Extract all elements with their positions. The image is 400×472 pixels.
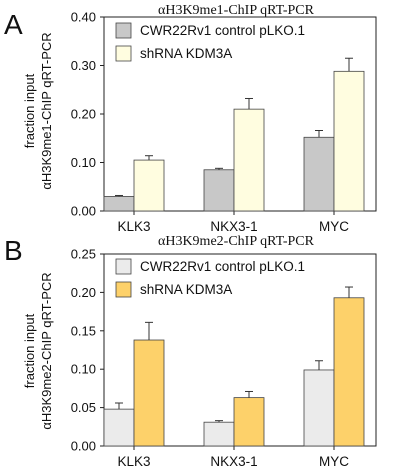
panel-a-ylabel-line2: αH3K9me1-ChIP qRT-PCR bbox=[39, 32, 54, 189]
panel-a-plot: 0.00 0.10 0.20 0.30 0.40 KLK3 NKX3-1 MYC CWR22Rv… bbox=[71, 10, 377, 234]
legend-label: shRNA KDM3A bbox=[140, 46, 232, 61]
y-tick-label: 0.20 bbox=[71, 285, 96, 300]
bar bbox=[203, 421, 235, 447]
bar bbox=[303, 369, 335, 447]
y-tick-label: 0.40 bbox=[71, 10, 96, 25]
x-category-label: KLK3 bbox=[117, 219, 150, 234]
bar bbox=[203, 169, 235, 212]
legend-label: shRNA KDM3A bbox=[140, 282, 232, 297]
panel-a: A αH3K9me1-ChIP qRT-PCR fraction input α… bbox=[4, 3, 377, 234]
y-tick-label: 0.05 bbox=[71, 400, 96, 415]
bar bbox=[233, 397, 265, 447]
panel-b-plot: 0.00 0.05 0.10 0.15 0.20 0.25 KLK3 NKX3-1 MYC CWR… bbox=[71, 247, 377, 469]
y-tick-label: 0.10 bbox=[71, 155, 96, 170]
legend-swatch bbox=[115, 258, 132, 275]
y-tick-label: 0.00 bbox=[71, 204, 96, 219]
panel-b-letter: B bbox=[4, 235, 23, 266]
y-tick-label: 0.00 bbox=[71, 439, 96, 454]
legend-swatch bbox=[115, 45, 132, 62]
panel-a-title: αH3K9me1-ChIP qRT-PCR bbox=[158, 3, 315, 18]
y-tick-label: 0.10 bbox=[71, 362, 96, 377]
bar bbox=[233, 108, 265, 212]
x-category-label: NKX3-1 bbox=[210, 454, 257, 469]
y-tick-label: 0.15 bbox=[71, 323, 96, 338]
bar bbox=[133, 159, 165, 212]
panel-b-ylabel-line1: fraction input bbox=[22, 313, 37, 388]
legend-swatch bbox=[115, 281, 132, 298]
legend-label: CWR22Rv1 control pLKO.1 bbox=[140, 23, 305, 38]
legend-label: CWR22Rv1 control pLKO.1 bbox=[140, 259, 305, 274]
panel-b-ylabel-line2: αH3K9me2-ChIP qRT-PCR bbox=[39, 272, 54, 429]
bar bbox=[333, 297, 365, 447]
panel-b: B αH3K9me2-ChIP qRT-PCR fraction input α… bbox=[4, 234, 377, 469]
panel-a-letter: A bbox=[4, 9, 23, 40]
legend-swatch bbox=[115, 22, 132, 39]
bar bbox=[133, 339, 165, 447]
x-category-label: MYC bbox=[319, 454, 349, 469]
panel-a-ylabel-line1: fraction input bbox=[22, 73, 37, 148]
x-category-label: NKX3-1 bbox=[210, 219, 257, 234]
y-tick-label: 0.20 bbox=[71, 107, 96, 122]
bar bbox=[333, 70, 365, 212]
bar bbox=[103, 408, 135, 447]
y-tick-label: 0.25 bbox=[71, 247, 96, 262]
y-tick-label: 0.30 bbox=[71, 58, 96, 73]
bar bbox=[103, 196, 135, 212]
x-category-label: MYC bbox=[319, 219, 349, 234]
panel-b-title: αH3K9me2-ChIP qRT-PCR bbox=[158, 234, 315, 249]
bar bbox=[303, 136, 335, 212]
x-category-label: KLK3 bbox=[117, 454, 150, 469]
